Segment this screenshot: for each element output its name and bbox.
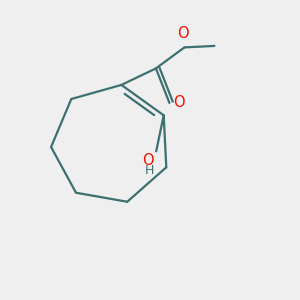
Text: O: O — [173, 95, 184, 110]
Text: H: H — [145, 164, 154, 177]
Text: O: O — [177, 26, 189, 41]
Text: O: O — [142, 153, 154, 168]
